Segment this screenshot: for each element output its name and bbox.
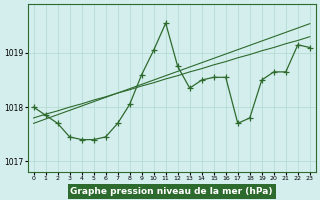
X-axis label: Graphe pression niveau de la mer (hPa): Graphe pression niveau de la mer (hPa) <box>70 187 273 196</box>
